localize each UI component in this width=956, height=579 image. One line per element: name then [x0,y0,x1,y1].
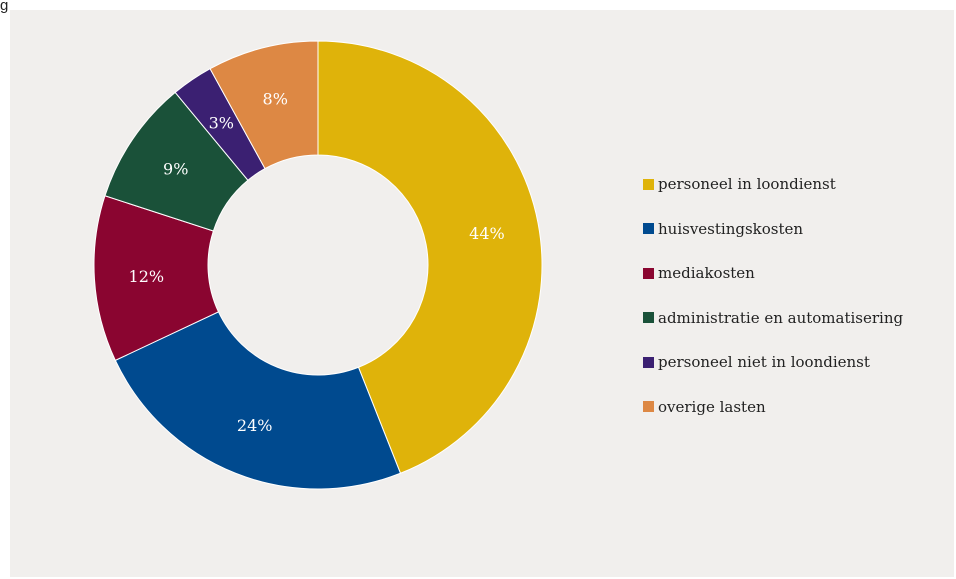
legend-item: mediakosten [643,263,903,283]
legend-label: personeel in loondienst [658,175,836,193]
slice-value-label-3: 9% [163,159,188,178]
chart-panel: 44% 24% 12% 9% 3% 8% personeel in loondienst h… [10,10,954,577]
legend-swatch [643,223,654,234]
legend-label: overige lasten [658,397,766,416]
legend-swatch [643,267,654,279]
legend-swatch [643,401,654,412]
legend-label: mediakosten [658,264,755,282]
legend-swatch [643,178,654,190]
figure-heading: g [0,0,9,14]
donut-slice-0 [317,40,543,474]
legend-label: administratie en automatisering [658,308,904,327]
slice-value-label-2: 12% [129,267,165,286]
legend-item: personeel in loondienst [643,174,903,194]
donut-slice-labels: 44% 24% 12% 9% 3% 8% [129,89,505,435]
donut-slice-5 [209,40,319,170]
legend-item: overige lasten [643,397,903,417]
legend-item: personeel niet in loondienst [643,352,903,372]
chart-legend: personeel in loondienst huisvestingskoste… [643,174,903,441]
donut-slices [93,40,543,490]
legend-item: huisvestingskosten [643,219,903,239]
legend-label: personeel niet in loondienst [658,353,870,371]
legend-swatch [643,312,654,323]
slice-value-label-5: 8% [263,89,288,108]
donut-slice-1 [114,311,402,490]
legend-label: huisvestingskosten [658,219,804,238]
slice-value-label-0: 44% [469,224,505,243]
donut-chart: 44% 24% 12% 9% 3% 8% [93,40,543,490]
legend-swatch [643,356,654,368]
legend-item: administratie en automatisering [643,308,903,328]
slice-value-label-4: 3% [209,114,234,133]
slice-value-label-1: 24% [237,416,273,435]
